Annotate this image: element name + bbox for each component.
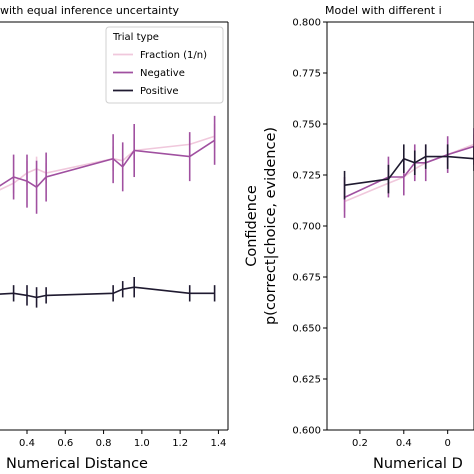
legend-entry: Fraction (1/n): [140, 50, 207, 61]
legend-title: Trial type: [112, 32, 159, 43]
x-tick-label: 1.2: [172, 438, 188, 449]
x-axis-label: Numerical Distance: [6, 456, 148, 472]
left-panel: [0, 21, 229, 434]
plot-area: [0, 115, 216, 308]
y-tick-label: 0.625: [292, 375, 321, 386]
plot-area: [343, 128, 474, 218]
y-tick-label: 0.675: [292, 273, 321, 284]
chart-title: Model with different i: [325, 4, 442, 17]
y-axis-label: p(correct|choice, evidence): [263, 127, 279, 325]
x-axis-label: Numerical D: [373, 456, 463, 472]
x-tick-label: 0.6: [57, 438, 73, 449]
x-tick-label: 0.4: [19, 438, 35, 449]
y-tick-label: 0.600: [292, 426, 321, 437]
x-tick-label: 0.2: [352, 438, 368, 449]
y-tick-label: 0.775: [292, 69, 321, 80]
x-tick-label: 0: [444, 438, 450, 449]
x-tick-label: 0.4: [396, 438, 412, 449]
y-tick-label: 0.700: [292, 222, 321, 233]
x-tick-label: 0.8: [96, 438, 112, 449]
y-tick-label: 0.725: [292, 171, 321, 182]
legend-entry: Negative: [140, 68, 185, 79]
series-line: [344, 145, 474, 199]
x-tick-label: 1.0: [134, 438, 150, 449]
y-tick-label: 0.800: [292, 18, 321, 29]
right-panel: [323, 21, 474, 434]
y-tick-label: 0.750: [292, 120, 321, 131]
legend-box: [105, 26, 224, 104]
y-tick-label: 0.650: [292, 324, 321, 335]
y-axis-label-top: Confidence: [244, 185, 260, 267]
series-line: [0, 135, 215, 191]
legend-entry: Positive: [140, 86, 179, 97]
series-line: [0, 139, 216, 189]
series-line: [0, 286, 215, 299]
chart-title: with equal inference uncertainty: [0, 4, 180, 17]
x-tick-label: 1.4: [210, 438, 226, 449]
